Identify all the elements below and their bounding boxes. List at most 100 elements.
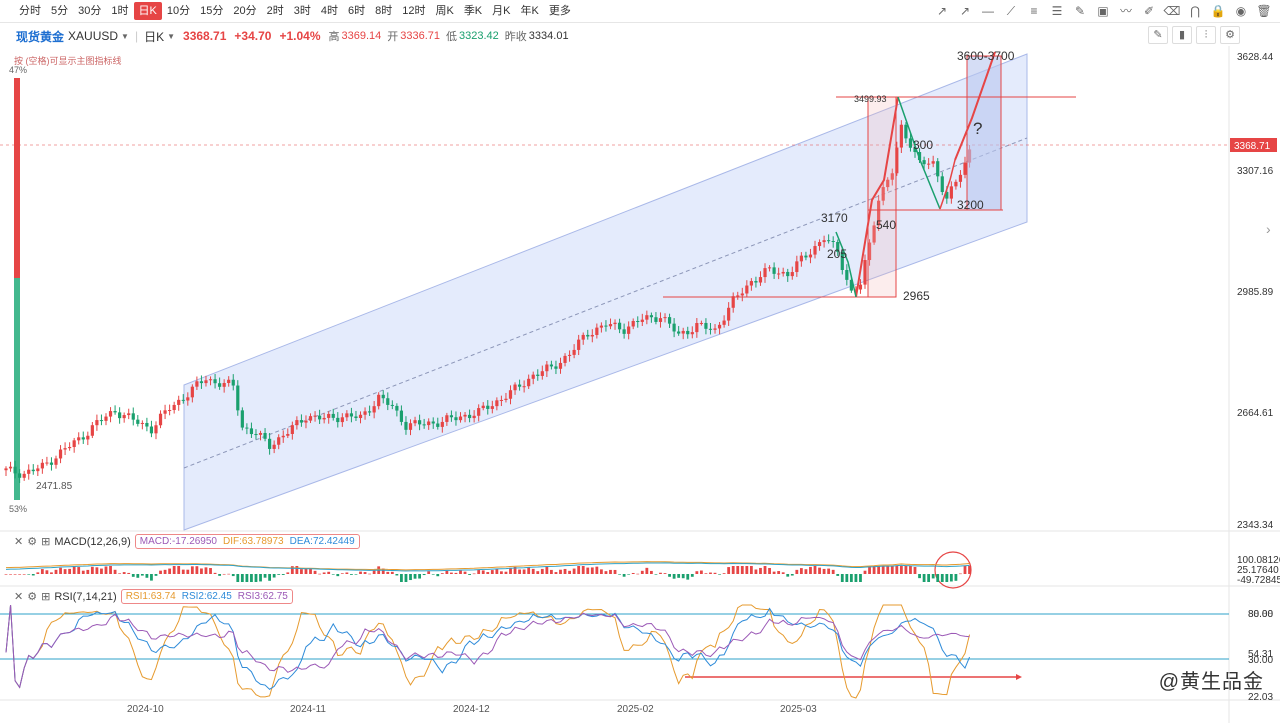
candle-body [799, 255, 803, 262]
candle-body [445, 415, 449, 422]
lock-icon[interactable]: 🔒 [1210, 4, 1226, 18]
separator: | [134, 29, 139, 43]
settings-icon[interactable]: ⚙ [1220, 26, 1240, 44]
candle-body [754, 281, 758, 283]
timeframe-2[interactable]: 30分 [78, 5, 102, 17]
timeframe-7[interactable]: 20分 [233, 5, 257, 17]
candle-style-icon[interactable]: ▮ [1172, 26, 1192, 44]
macd-bar [9, 574, 12, 575]
timeframe-5[interactable]: 10分 [166, 5, 191, 17]
candle-body [417, 420, 422, 425]
wave-tool-icon[interactable]: 〰 [1119, 4, 1132, 18]
macd-bar [745, 566, 749, 574]
settings-icon[interactable]: ⚙ [27, 536, 38, 548]
candle-body [663, 317, 667, 319]
candle-body [372, 406, 376, 413]
timeframe-17[interactable]: 年K [520, 5, 539, 17]
timeframe-9[interactable]: 3时 [293, 5, 311, 17]
macd-bar [359, 571, 362, 574]
candle-body [922, 160, 926, 165]
macd-bar [522, 569, 526, 574]
macd-bar [218, 574, 222, 576]
macd-bar [381, 568, 385, 574]
timeframe-8[interactable]: 2时 [266, 5, 284, 17]
current-price-tag [1230, 138, 1277, 152]
candle-body [940, 176, 944, 192]
scroll-right-icon[interactable]: › [1266, 221, 1271, 237]
candle-body [490, 406, 494, 409]
close-icon[interactable]: ✕ [14, 591, 24, 603]
macd-bar [940, 574, 944, 582]
plus-icon[interactable]: ⊞ [41, 536, 51, 548]
timeframe-18[interactable]: 更多 [548, 5, 571, 17]
macd-bar [304, 568, 308, 574]
candle-body [199, 381, 204, 384]
macd-bar [13, 574, 17, 575]
macd-bar [436, 574, 440, 577]
candle-body [627, 326, 631, 334]
macd-bar [931, 574, 935, 579]
symbol-name[interactable]: 现货黄金 [16, 29, 65, 44]
candle-body [281, 435, 285, 438]
polyline-tool-icon[interactable]: ⟋ [1006, 4, 1016, 18]
eye-icon[interactable]: ◉ [1235, 4, 1247, 18]
macd-bar [490, 570, 494, 574]
fib-tool-icon[interactable]: ☰ [1051, 4, 1063, 18]
macd-bar [263, 574, 267, 578]
candle-body [749, 281, 753, 286]
image-tool-icon[interactable]: ▣ [1097, 4, 1109, 18]
plus-icon[interactable]: ⊞ [41, 591, 51, 603]
chevron-down-icon[interactable]: ▼ [167, 31, 176, 41]
macd-bar [36, 572, 40, 574]
ray-tool-icon[interactable]: ↗ [936, 4, 948, 18]
macd-bar [699, 570, 703, 574]
macd-bar [968, 566, 971, 574]
symbol-code[interactable]: XAUUSD [68, 29, 119, 43]
timeframe-6[interactable]: 15分 [200, 5, 224, 17]
timeframe-0[interactable]: 分时 [19, 5, 41, 17]
timeframe-15[interactable]: 季K [463, 5, 483, 17]
timeframe-11[interactable]: 6时 [347, 5, 366, 17]
timeframe-13[interactable]: 12时 [402, 5, 426, 17]
macd-bar [677, 574, 681, 578]
candle-body [513, 384, 517, 391]
macd-bar [131, 574, 135, 577]
candle-body [772, 267, 776, 274]
candle-body [845, 269, 849, 280]
indicator-icon[interactable]: ⫶ [1196, 26, 1216, 44]
macd-bar [72, 566, 76, 574]
pen-tool-icon[interactable]: ✎ [1074, 4, 1086, 18]
macd-bar [686, 574, 690, 580]
timeframe-4[interactable]: 日K [133, 2, 162, 20]
macd-bar [4, 574, 8, 575]
macd-bar [781, 572, 785, 574]
magnet-icon[interactable]: ⋂ [1190, 4, 1200, 18]
eraser-icon[interactable]: ⌫ [1163, 4, 1181, 18]
macd-bar [559, 569, 562, 574]
chevron-down-icon[interactable]: ▼ [121, 31, 129, 41]
edit-icon[interactable]: ✐ [1143, 4, 1155, 18]
annotation-drawings [663, 51, 1076, 680]
candle-body [204, 380, 208, 384]
candle-body [127, 413, 131, 416]
close-icon[interactable]: ✕ [14, 536, 24, 548]
timeframe-14[interactable]: 周K [435, 5, 454, 17]
macd-bar [159, 570, 162, 574]
timeframe-10[interactable]: 4时 [320, 5, 338, 17]
timeframe-12[interactable]: 8时 [375, 5, 393, 17]
timeframe-3[interactable]: 1时 [111, 5, 129, 17]
dea-line [5, 562, 970, 572]
timeframe-16[interactable]: 月K [492, 5, 511, 17]
timeframe-1[interactable]: 5分 [51, 5, 69, 17]
draw-toggle-icon[interactable]: ✎ [1148, 26, 1168, 44]
macd-bar [150, 574, 153, 581]
macd-bar [663, 573, 667, 574]
trash-icon[interactable]: 🗑 [1256, 4, 1272, 18]
candle-body [577, 339, 581, 350]
arrow-tool-icon[interactable]: ↗ [959, 4, 971, 18]
period-label[interactable]: 日K [144, 29, 165, 44]
settings-icon[interactable]: ⚙ [27, 591, 38, 603]
hline-tool-icon[interactable]: — [982, 4, 994, 18]
channel-tool-icon[interactable]: ≡ [1030, 4, 1038, 18]
